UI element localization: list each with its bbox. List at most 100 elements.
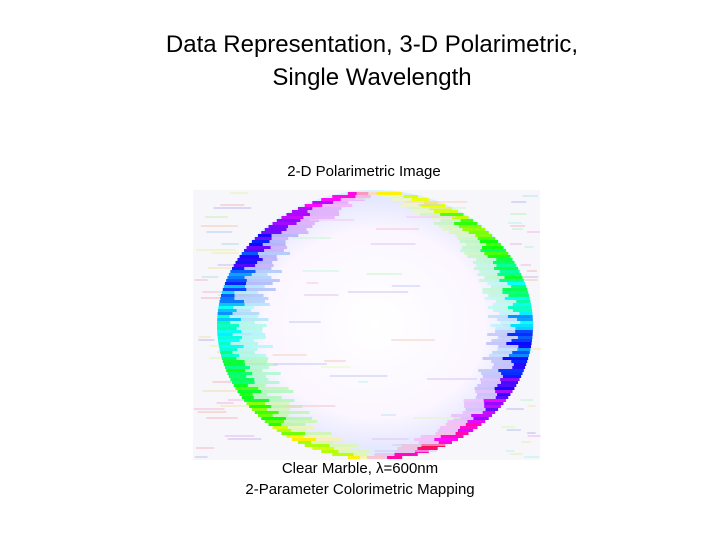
color-stripe (485, 408, 499, 411)
color-stripe (348, 291, 409, 293)
color-stripe (304, 444, 330, 447)
color-stripe (304, 204, 323, 207)
color-stripe (507, 315, 533, 318)
color-stripe (235, 387, 259, 390)
color-stripe (455, 432, 469, 435)
color-stripe (239, 393, 253, 396)
color-stripe (491, 339, 512, 342)
title-line: Single Wavelength (272, 64, 472, 91)
color-stripe (257, 234, 272, 237)
color-stripe (321, 450, 339, 453)
color-stripe (198, 339, 215, 341)
color-stripe (434, 438, 459, 441)
color-stripe (468, 231, 489, 234)
color-stripe (201, 276, 219, 278)
color-stripe (255, 264, 274, 267)
color-stripe (451, 414, 472, 417)
caption: Clear Marble, λ=600nm 2-Parameter Colori… (160, 458, 560, 500)
color-stripe (460, 249, 481, 252)
color-stripe (230, 378, 255, 381)
color-stripe (522, 195, 539, 197)
color-stripe (264, 228, 287, 231)
color-stripe (513, 363, 527, 366)
color-stripe (246, 279, 280, 282)
color-stripe (440, 213, 464, 216)
color-stripe (486, 243, 501, 246)
color-stripe (501, 372, 523, 375)
color-stripe (305, 432, 332, 435)
color-stripe (246, 402, 266, 405)
color-stripe (239, 324, 267, 327)
color-stripe (269, 399, 295, 402)
color-stripe (268, 423, 282, 426)
color-stripe (496, 264, 517, 267)
color-stripe (232, 312, 260, 315)
color-stripe (217, 336, 243, 339)
color-stripe (479, 240, 499, 243)
color-stripe (233, 264, 256, 267)
color-stripe (495, 330, 516, 333)
color-stripe (482, 357, 503, 360)
color-stripe (418, 441, 439, 444)
color-stripe (297, 441, 312, 444)
color-stripe (217, 264, 235, 266)
color-stripe (254, 381, 280, 384)
color-stripe (224, 366, 251, 369)
color-stripe (438, 225, 459, 228)
color-stripe (448, 231, 469, 234)
color-stripe (255, 270, 282, 273)
color-stripe (521, 441, 532, 443)
color-stripe (502, 288, 528, 291)
color-stripe (309, 219, 355, 221)
color-stripe (520, 264, 532, 266)
color-stripe (413, 210, 434, 213)
color-stripe (222, 288, 247, 291)
color-stripe (482, 375, 503, 378)
color-stripe (495, 396, 509, 399)
color-stripe (508, 294, 529, 297)
color-stripe (270, 246, 288, 249)
color-stripe (228, 273, 252, 276)
color-stripe (467, 420, 486, 423)
color-stripe (461, 246, 482, 249)
color-stripe (234, 291, 258, 294)
color-stripe (480, 249, 506, 252)
color-stripe (246, 282, 273, 285)
color-stripe (496, 258, 513, 261)
color-stripe (511, 339, 533, 342)
color-stripe (291, 429, 307, 432)
color-stripe (453, 417, 474, 420)
color-stripe (518, 345, 532, 348)
color-stripe (484, 402, 504, 405)
color-stripe (487, 306, 508, 309)
color-stripe (226, 279, 247, 282)
color-stripe (506, 429, 521, 431)
color-stripe (272, 222, 297, 225)
color-stripe (499, 312, 520, 315)
color-stripe (232, 381, 255, 384)
color-stripe (512, 351, 530, 354)
color-stripe (206, 417, 238, 419)
color-stripe (250, 366, 270, 369)
color-stripe (241, 252, 259, 255)
color-stripe (233, 384, 248, 387)
color-stripe (502, 291, 529, 294)
color-stripe (426, 378, 477, 380)
image-label: 2-D Polarimetric Image (287, 163, 441, 180)
color-stripe (244, 300, 265, 303)
color-stripe (397, 447, 418, 450)
color-stripe (220, 351, 233, 354)
color-stripe (515, 330, 533, 333)
color-stripe (217, 333, 233, 336)
color-stripe (236, 309, 251, 312)
color-stripe (252, 372, 281, 375)
color-stripe (459, 426, 478, 429)
color-stripe (273, 363, 327, 365)
color-stripe (312, 207, 342, 210)
color-stripe (242, 336, 266, 339)
color-stripe (474, 387, 495, 390)
color-stripe (492, 351, 513, 354)
color-stripe (507, 306, 532, 309)
color-stripe (500, 381, 518, 384)
color-stripe (322, 204, 353, 207)
